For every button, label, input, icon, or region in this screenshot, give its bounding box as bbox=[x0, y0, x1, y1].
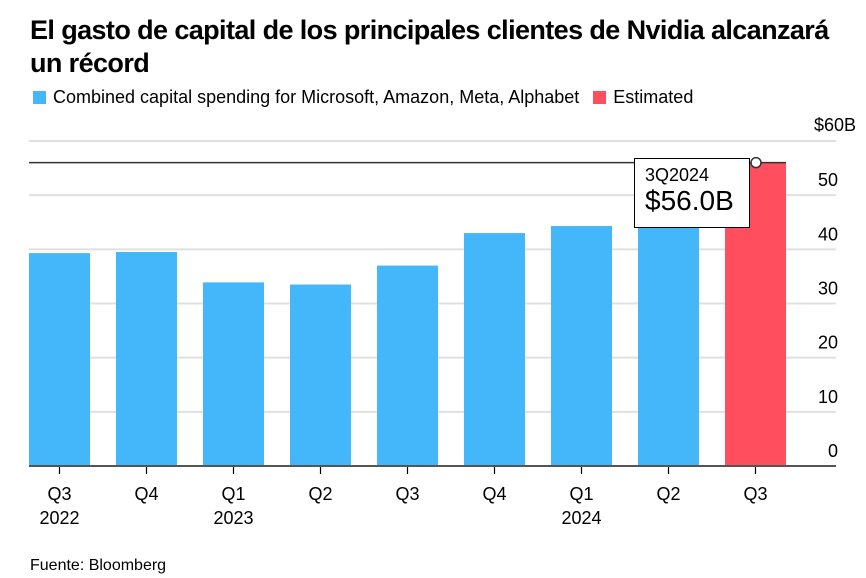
y-axis: 0 10 20 30 40 50 $60B bbox=[814, 115, 856, 461]
legend-swatch-estimated bbox=[593, 91, 607, 104]
tooltip: 3Q2024 $56.0B bbox=[634, 158, 750, 228]
legend-label-combined: Combined capital spending for Microsoft,… bbox=[53, 87, 580, 107]
legend-item-estimated: Estimated bbox=[593, 87, 693, 108]
legend-swatch-combined bbox=[33, 91, 46, 104]
x-tick-label: Q2 bbox=[308, 484, 332, 504]
bar bbox=[116, 252, 177, 466]
bar bbox=[551, 226, 612, 466]
x-tick-label: Q1 bbox=[569, 484, 593, 504]
x-tick-label: Q3 bbox=[47, 484, 71, 504]
bar bbox=[290, 284, 351, 466]
highlight-marker bbox=[750, 156, 762, 169]
bar bbox=[377, 265, 438, 466]
x-tick-label: Q4 bbox=[482, 484, 506, 504]
x-axis: Q3 2022 Q4 Q1 2023 Q2 Q3 Q4 Q1 2024 Q2 Q3 bbox=[29, 465, 836, 528]
tooltip-value: $56.0B bbox=[645, 185, 734, 216]
bar bbox=[464, 233, 525, 466]
x-tick-label: Q1 bbox=[221, 484, 245, 504]
y-tick-label: 20 bbox=[818, 333, 838, 353]
chart-title: El gasto de capital de los principales c… bbox=[30, 15, 829, 78]
legend-label-estimated: Estimated bbox=[613, 87, 694, 107]
y-tick-label: $60B bbox=[814, 115, 856, 135]
x-tick-label: Q3 bbox=[743, 484, 767, 504]
x-tick-year-label: 2023 bbox=[213, 508, 253, 528]
y-tick-label: 40 bbox=[818, 224, 838, 244]
bar bbox=[203, 282, 264, 466]
bar bbox=[638, 222, 699, 466]
tooltip-period: 3Q2024 bbox=[645, 165, 710, 185]
legend: Combined capital spending for Microsoft,… bbox=[33, 87, 707, 108]
y-tick-label: 0 bbox=[828, 441, 838, 461]
x-tick-year-label: 2022 bbox=[39, 508, 79, 528]
y-tick-label: 10 bbox=[818, 387, 838, 407]
y-tick-label: 50 bbox=[818, 170, 838, 190]
x-tick-label: Q2 bbox=[656, 484, 680, 504]
source-note: Fuente: Bloomberg bbox=[30, 557, 167, 574]
x-tick-label: Q4 bbox=[134, 484, 158, 504]
x-tick-label: Q3 bbox=[395, 484, 419, 504]
legend-item-combined: Combined capital spending for Microsoft,… bbox=[33, 87, 579, 108]
x-tick-year-label: 2024 bbox=[561, 508, 601, 528]
bars bbox=[29, 162, 786, 466]
y-tick-label: 30 bbox=[818, 279, 838, 299]
bar bbox=[29, 253, 90, 466]
